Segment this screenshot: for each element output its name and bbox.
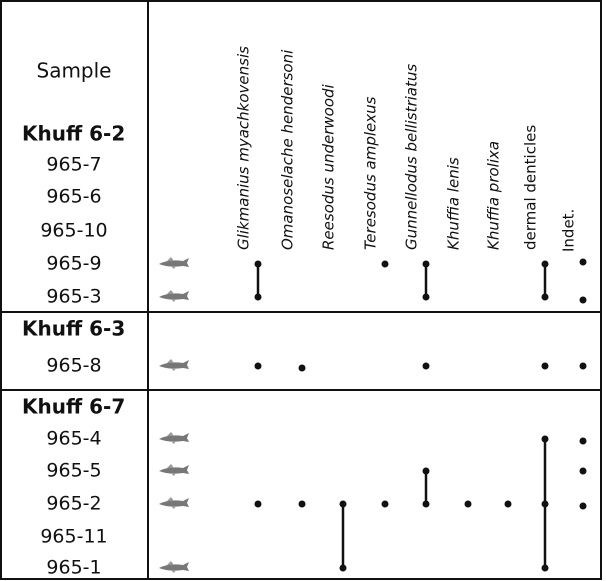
sample-label: 965-6	[46, 186, 101, 208]
sample-label: 965-8	[46, 355, 101, 377]
taxa: Glikmanius myachkovensis Omanoselache hen…	[235, 46, 578, 252]
sample-label: 965-2	[46, 493, 101, 515]
sample-label: 965-11	[40, 526, 107, 548]
occurrences	[254, 258, 587, 572]
taxon-header: Khuffia prolixa	[485, 141, 503, 250]
fish-icons	[159, 257, 189, 573]
group-label: Khuff 6-2	[22, 122, 125, 146]
sample-label: 965-1	[46, 557, 101, 579]
taxon-header: Glikmanius myachkovensis	[235, 46, 253, 250]
taxon-header: Gunnellodus bellistriatus	[403, 64, 421, 250]
taxon-header: Indet.	[560, 209, 578, 252]
taxon-header: Reesodus underwoodi	[320, 83, 338, 250]
sample-label: 965-3	[46, 286, 101, 308]
sample-label: 965-10	[40, 220, 107, 242]
sample-label: 965-5	[46, 460, 101, 482]
taxon-header: Teresodus amplexus	[362, 96, 380, 250]
group-label: Khuff 6-7	[22, 395, 125, 419]
header-sample: Sample	[37, 59, 112, 83]
taxon-header: dermal denticles	[522, 125, 540, 250]
ranges	[256, 264, 547, 568]
taxon-header: Omanoselache hendersoni	[279, 49, 297, 250]
taxon-header: Khuffia lenis	[445, 157, 463, 250]
sample-label: 965-7	[46, 154, 101, 176]
group-label: Khuff 6-3	[22, 317, 125, 341]
sample-label: 965-9	[46, 253, 101, 275]
sample-label: 965-4	[46, 428, 101, 450]
samples: Khuff 6-2 965-7 965-6 965-10 965-9 965-3 Khuff…	[22, 122, 125, 579]
